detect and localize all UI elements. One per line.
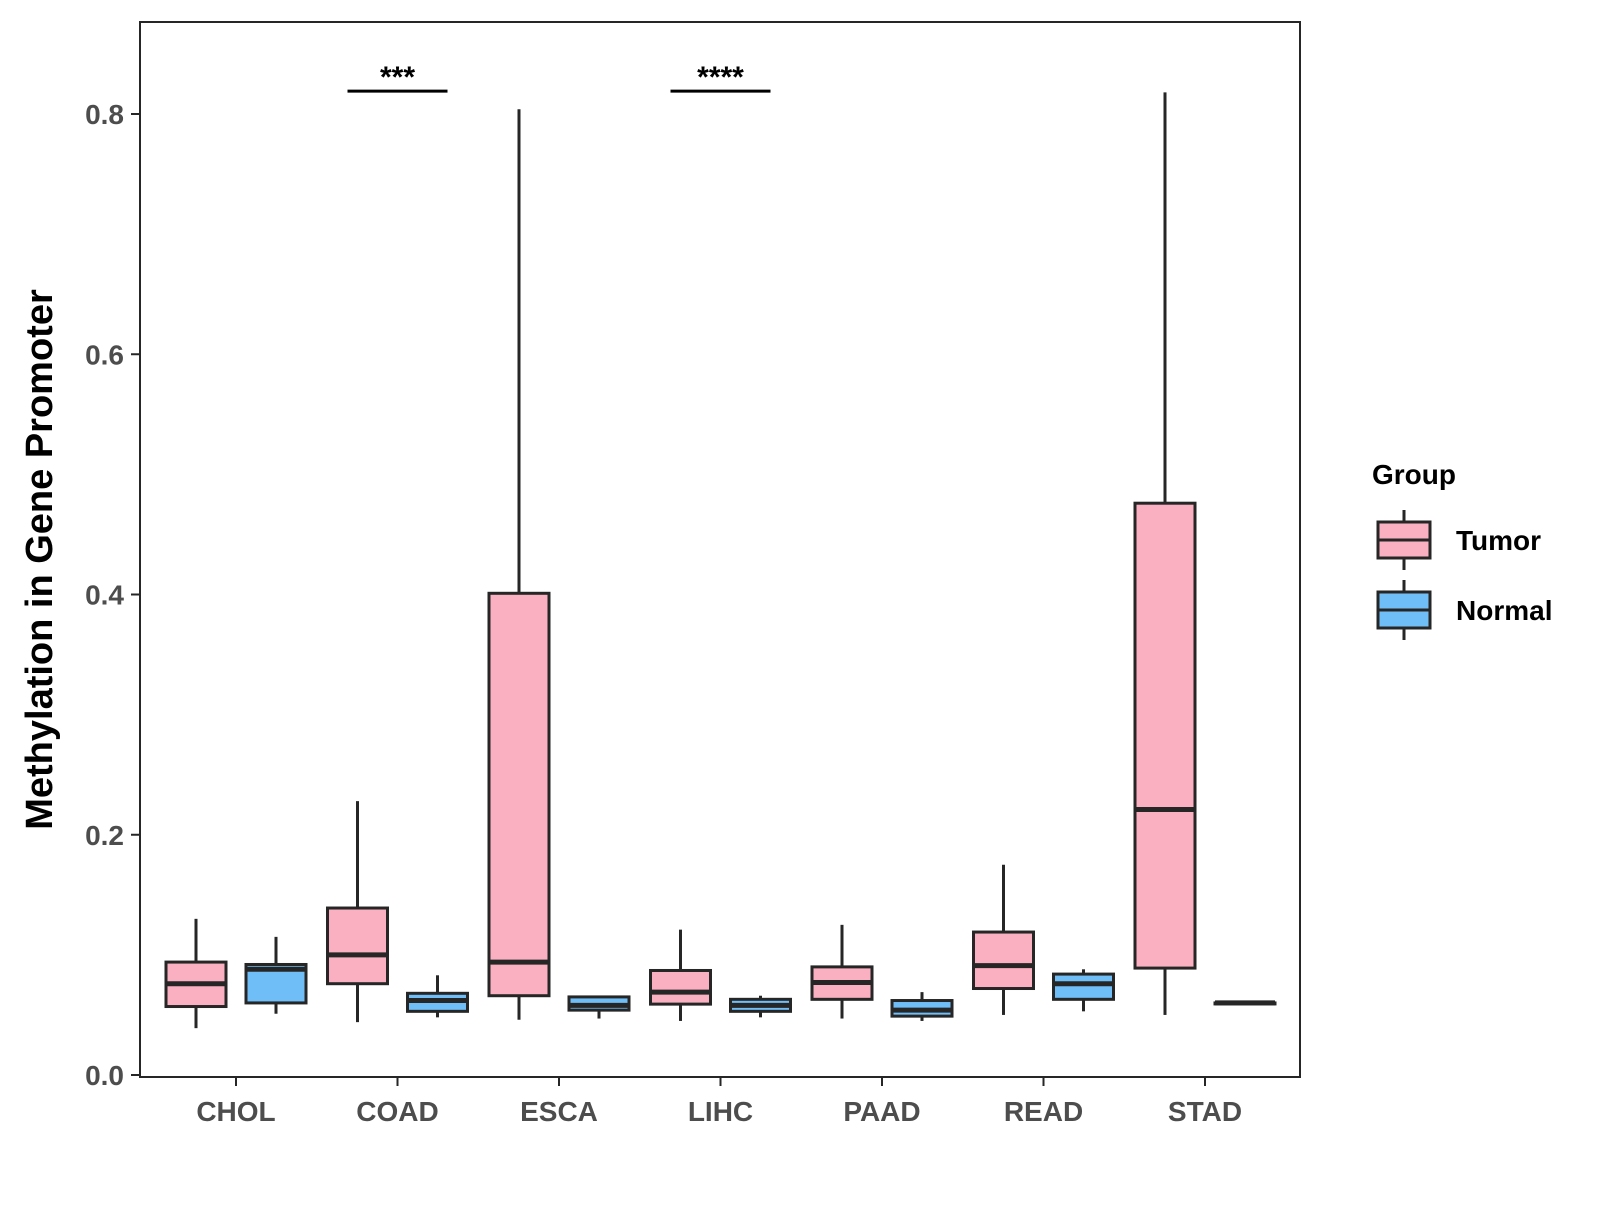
x-tick-label-esca: ESCA	[520, 1096, 598, 1127]
y-tick-label: 0.4	[85, 580, 124, 611]
y-tick-label: 0.2	[85, 820, 124, 851]
significance-label-coad: ***	[380, 61, 415, 94]
box-tumor-esca[interactable]	[487, 591, 551, 998]
legend-label-tumor[interactable]: Tumor	[1456, 525, 1541, 556]
legend-label-normal[interactable]: Normal	[1456, 595, 1552, 626]
box-tumor-coad[interactable]	[326, 906, 389, 986]
box-tumor-read[interactable]	[972, 930, 1035, 991]
x-tick-label-stad: STAD	[1168, 1096, 1242, 1127]
box-tumor-stad[interactable]	[1133, 501, 1197, 970]
y-tick-label: 0.0	[85, 1060, 124, 1091]
y-tick-label: 0.6	[85, 339, 124, 370]
x-tick-label-paad: PAAD	[843, 1096, 920, 1127]
box-tumor-lihc[interactable]	[649, 968, 712, 1006]
significance-label-lihc: ****	[697, 61, 744, 94]
x-tick-label-coad: COAD	[356, 1096, 438, 1127]
x-tick-label-read: READ	[1004, 1096, 1083, 1127]
y-axis-title: Methylation in Gene Promoter	[19, 289, 61, 830]
legend-title: Group	[1372, 459, 1456, 490]
box-normal-read[interactable]	[1052, 972, 1115, 1001]
x-tick-label-lihc: LIHC	[688, 1096, 753, 1127]
plot-panel	[139, 21, 1301, 1078]
y-tick-label: 0.8	[85, 99, 124, 130]
x-tick-label-chol: CHOL	[196, 1096, 275, 1127]
